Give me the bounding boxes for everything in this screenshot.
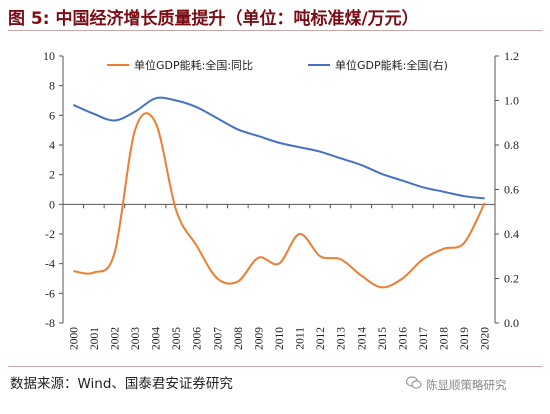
right-tick-label: 1.2 [504,49,519,63]
x-tick-label: 2012 [315,327,327,350]
title-divider [8,30,542,31]
right-tick-label: 0.8 [504,138,519,152]
x-tick-label: 2015 [377,327,389,350]
left-tick-label: 0 [49,197,55,211]
figure-title: 图 5: 中国经济增长质量提升（单位：吨标准煤/万元） [8,9,419,29]
x-tick-label: 2004 [151,327,163,350]
x-tick-label: 2010 [274,327,286,350]
left-tick-label: -8 [45,316,55,330]
right-tick-label: 0.6 [504,183,519,197]
x-tick-label: 2006 [192,327,204,350]
left-tick-label: 10 [43,49,55,63]
x-tick-label: 2016 [397,327,409,350]
left-tick-label: 8 [49,79,55,93]
right-tick-label: 0.4 [504,227,519,241]
x-tick-label: 2019 [459,327,471,350]
right-tick-label: 0.0 [504,316,519,330]
x-tick-label: 2014 [356,327,368,350]
watermark: 陈显顺策略研究 [405,376,507,393]
left-tick-label: 4 [49,138,55,152]
right-tick-label: 1.0 [504,94,519,108]
left-tick-label: 6 [49,108,55,122]
x-tick-label: 2018 [439,327,451,350]
left-tick-label: 2 [49,168,55,182]
x-tick-label: 2020 [480,327,492,350]
x-tick-label: 2017 [418,327,430,350]
x-tick-label: 2011 [295,327,307,350]
left-tick-label: -2 [45,227,55,241]
source-divider [8,366,542,367]
x-tick-label: 2013 [336,327,348,350]
series-line-energy-intensity [72,96,485,200]
x-tick-label: 2005 [171,327,183,350]
x-tick-label: 2000 [68,327,80,350]
x-tick-label: 2009 [253,327,265,350]
right-tick-label: 0.2 [504,272,519,286]
x-tick-label: 2007 [212,327,224,350]
source-note: 数据来源：Wind、国泰君安证券研究 [10,376,233,392]
x-tick-label: 2001 [89,327,101,350]
x-tick-label: 2002 [109,327,121,350]
x-tick-label: 2003 [130,327,142,350]
legend-label-energy: 单位GDP能耗:全国(右) [335,58,448,72]
left-tick-label: -4 [45,257,55,271]
legend-label-yoy: 单位GDP能耗:全国:同比 [134,58,253,72]
left-tick-label: -6 [45,286,55,300]
series-line-yoy-change [73,112,486,289]
x-tick-label: 2008 [233,327,245,350]
wechat-icon [405,376,422,393]
watermark-text: 陈显顺策略研究 [426,377,507,392]
